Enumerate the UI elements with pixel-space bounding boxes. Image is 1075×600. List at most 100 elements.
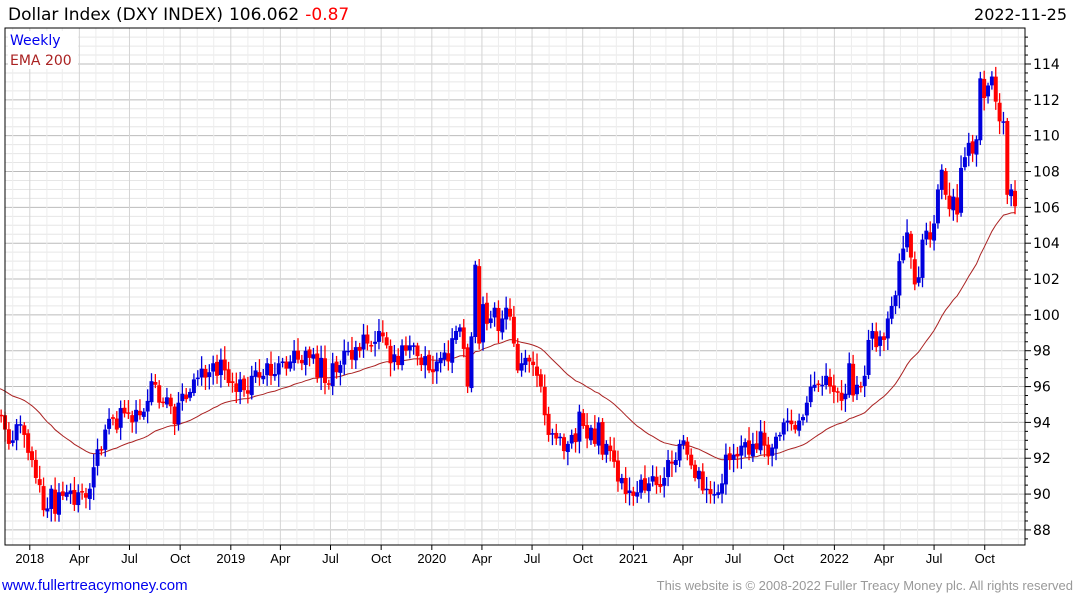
candle xyxy=(349,336,354,369)
candle-body xyxy=(461,327,466,349)
candle-body xyxy=(153,381,158,385)
candle xyxy=(376,319,381,350)
candle xyxy=(22,422,27,448)
candle-body xyxy=(781,422,786,435)
candle xyxy=(430,355,435,385)
candle-body xyxy=(172,406,177,425)
candle-body xyxy=(955,197,960,215)
candle-body xyxy=(727,453,732,461)
candle-body xyxy=(604,443,609,455)
candle-body xyxy=(334,361,339,373)
candle xyxy=(284,356,289,376)
y-tick-label: 104 xyxy=(1033,236,1060,252)
candle xyxy=(373,330,378,357)
candle xyxy=(654,466,659,494)
candle-body xyxy=(862,375,867,387)
x-tick-label: 2020 xyxy=(417,551,446,566)
x-tick-label: Jul xyxy=(524,551,541,566)
candle xyxy=(696,467,701,489)
candle xyxy=(569,429,574,449)
y-tick-label: 98 xyxy=(1033,344,1051,360)
candle-body xyxy=(411,345,416,347)
y-tick-label: 112 xyxy=(1033,93,1060,109)
candle-body xyxy=(762,432,767,446)
candle-body xyxy=(619,477,624,484)
candle xyxy=(311,347,316,364)
candle-body xyxy=(457,327,462,332)
candle-body xyxy=(943,171,948,195)
candle xyxy=(226,361,231,387)
candle xyxy=(878,330,883,357)
candle xyxy=(83,487,88,509)
candle-body xyxy=(68,490,73,494)
candle-body xyxy=(60,491,65,496)
candle xyxy=(951,188,956,221)
candle-body xyxy=(928,232,933,240)
candle-body xyxy=(419,357,424,366)
candle-body xyxy=(820,384,825,387)
candle xyxy=(481,296,486,351)
candle-body xyxy=(242,378,247,391)
candle xyxy=(955,184,960,223)
candle-body xyxy=(662,477,667,486)
candle xyxy=(269,351,274,385)
candle-body xyxy=(739,445,744,456)
candle xyxy=(272,362,277,381)
candle-body xyxy=(546,413,551,435)
candle-body xyxy=(770,447,775,456)
candle xyxy=(708,480,713,504)
candle-body xyxy=(986,85,991,97)
candle xyxy=(30,446,34,468)
candle xyxy=(727,446,732,470)
candle-body xyxy=(369,345,374,347)
candle-body xyxy=(14,424,19,441)
candle-body xyxy=(708,489,713,495)
candle-body xyxy=(450,338,455,363)
candle xyxy=(261,368,266,384)
candle xyxy=(731,443,736,473)
candle xyxy=(126,400,131,419)
candle-body xyxy=(56,492,61,515)
candle xyxy=(477,259,482,350)
candle-body xyxy=(870,331,875,339)
candle xyxy=(808,374,813,408)
candle xyxy=(488,310,493,329)
candle-body xyxy=(689,454,694,466)
candle xyxy=(646,477,651,503)
ema-layer xyxy=(0,212,1016,461)
candle xyxy=(627,477,632,506)
candle-body xyxy=(295,350,300,360)
legend-ema: EMA 200 xyxy=(10,53,72,69)
candle-body xyxy=(365,334,370,344)
candle xyxy=(56,483,61,522)
candle-body xyxy=(889,305,894,319)
candle-body xyxy=(785,420,790,423)
candle-body xyxy=(322,358,327,383)
candle xyxy=(10,430,15,447)
candle-body xyxy=(827,376,832,387)
candle xyxy=(997,93,1002,135)
candle xyxy=(114,411,119,434)
candle xyxy=(157,380,162,409)
candle-body xyxy=(658,483,663,487)
candle-body xyxy=(114,418,119,430)
candle xyxy=(550,428,555,446)
candle-body xyxy=(881,336,886,340)
candle xyxy=(91,454,96,501)
candle xyxy=(164,387,169,409)
candle-body xyxy=(292,350,297,364)
candle-body xyxy=(49,488,54,509)
candle-body xyxy=(245,390,250,394)
candle xyxy=(774,432,779,461)
candle xyxy=(804,396,809,423)
site-link[interactable]: www.fullertreacymoney.com xyxy=(1,577,188,594)
candle xyxy=(484,292,489,331)
candle-body xyxy=(388,345,393,364)
x-tick-label: Jul xyxy=(926,551,943,566)
candle xyxy=(365,325,370,351)
candle-body xyxy=(446,353,451,362)
candle xyxy=(928,221,933,248)
candle-body xyxy=(122,407,127,414)
candle xyxy=(334,355,339,379)
